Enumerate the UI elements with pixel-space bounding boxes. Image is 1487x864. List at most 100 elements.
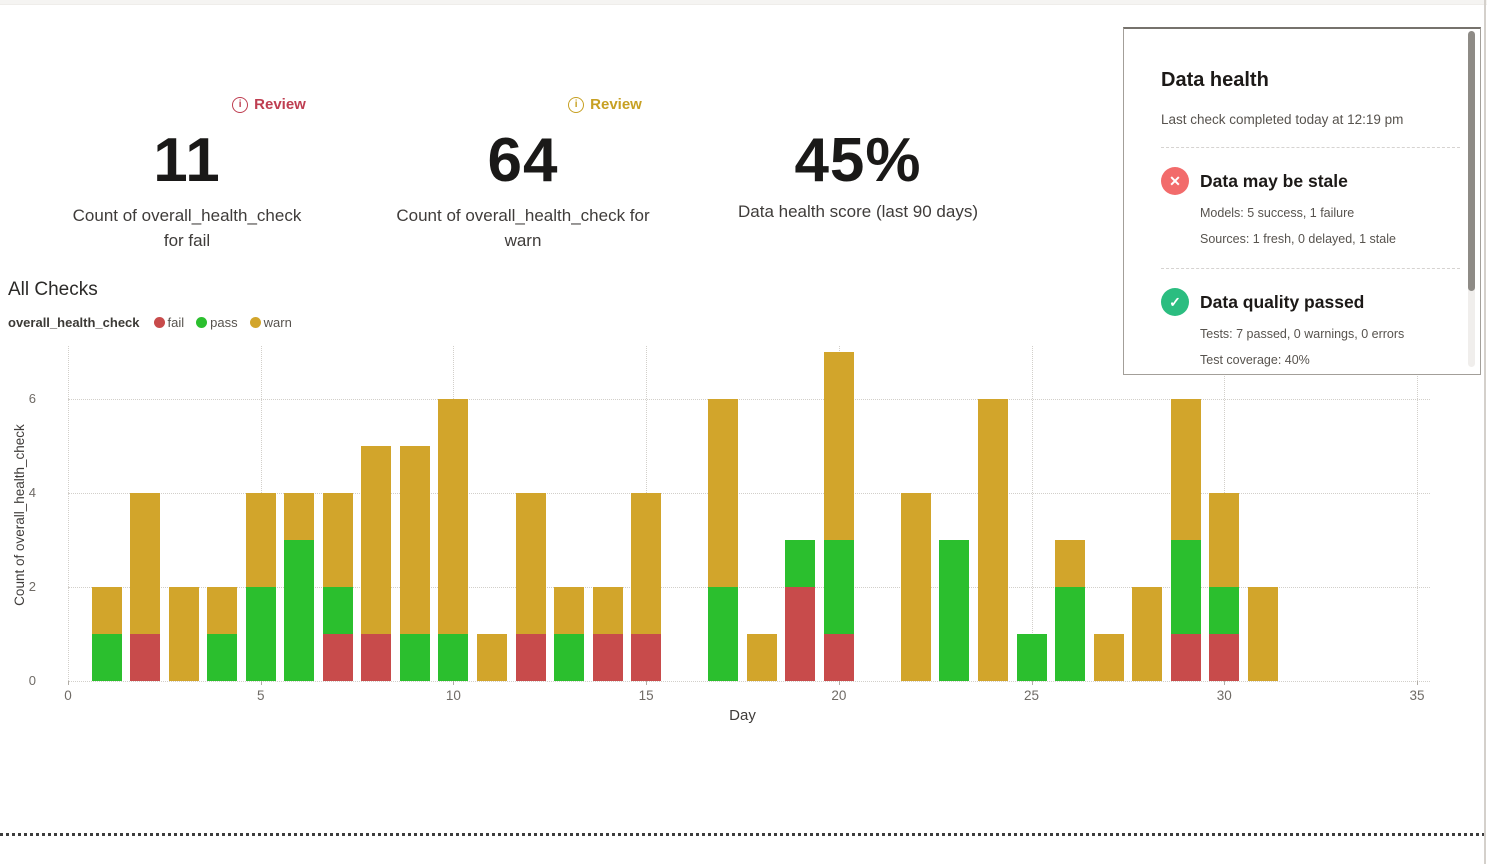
metric-value: 11 <box>153 126 221 195</box>
bar-pass-day-29[interactable] <box>1170 540 1201 634</box>
h-gridline <box>68 587 1430 588</box>
bar-pass-day-17[interactable] <box>708 587 739 681</box>
review-badge[interactable]: i Review <box>568 96 642 113</box>
bar-fail-day-15[interactable] <box>631 634 662 681</box>
review-badge-label: Review <box>590 96 642 113</box>
bar-warn-day-15[interactable] <box>631 493 662 634</box>
x-tick-label: 20 <box>831 688 847 703</box>
bar-pass-day-5[interactable] <box>245 587 276 681</box>
bar-warn-day-10[interactable] <box>438 399 469 634</box>
bar-fail-day-8[interactable] <box>361 634 392 681</box>
bar-fail-day-14[interactable] <box>592 634 623 681</box>
bar-warn-day-11[interactable] <box>476 634 507 681</box>
bar-pass-day-9[interactable] <box>399 634 430 681</box>
bar-pass-day-20[interactable] <box>823 540 854 634</box>
bar-warn-day-18[interactable] <box>746 634 777 681</box>
y-tick-label: 6 <box>28 391 36 406</box>
bar-pass-day-7[interactable] <box>322 587 353 634</box>
health-item-detail: Test coverage: 40% <box>1200 353 1310 367</box>
health-item-detail: Models: 5 success, 1 failure <box>1200 206 1355 220</box>
x-tick-label: 25 <box>1024 688 1040 703</box>
x-tick-label: 5 <box>256 688 265 703</box>
legend-label: warn <box>263 315 292 330</box>
health-item-detail: Tests: 7 passed, 0 warnings, 0 errors <box>1200 327 1405 341</box>
bar-pass-day-30[interactable] <box>1209 587 1240 634</box>
bar-warn-day-6[interactable] <box>284 493 315 540</box>
legend-item-warn[interactable]: warn <box>249 315 292 330</box>
x-tick-label: 35 <box>1409 688 1425 703</box>
axis-tick <box>1031 681 1033 685</box>
bar-warn-day-2[interactable] <box>130 493 161 634</box>
bar-fail-day-20[interactable] <box>823 634 854 681</box>
bar-warn-day-29[interactable] <box>1170 399 1201 540</box>
bar-pass-day-4[interactable] <box>207 634 238 681</box>
bar-warn-day-7[interactable] <box>322 493 353 587</box>
bar-warn-day-13[interactable] <box>554 587 585 634</box>
bar-warn-day-31[interactable] <box>1247 587 1278 681</box>
legend-label: fail <box>167 315 185 330</box>
bar-pass-day-19[interactable] <box>785 540 816 587</box>
bar-warn-day-30[interactable] <box>1209 493 1240 587</box>
x-axis-title: Day <box>729 707 756 724</box>
bar-fail-day-12[interactable] <box>515 634 546 681</box>
legend-item-pass[interactable]: pass <box>196 315 238 330</box>
bar-warn-day-27[interactable] <box>1093 634 1124 681</box>
bar-fail-day-30[interactable] <box>1209 634 1240 681</box>
bar-warn-day-5[interactable] <box>245 493 276 587</box>
bar-warn-day-12[interactable] <box>515 493 546 634</box>
legend-dot <box>196 317 208 328</box>
h-gridline <box>68 493 1430 494</box>
bar-fail-day-2[interactable] <box>130 634 161 681</box>
bottom-dotted-divider <box>0 833 1487 836</box>
bar-warn-day-17[interactable] <box>708 399 739 587</box>
window-right-edge <box>1484 0 1486 864</box>
axis-tick <box>68 681 69 685</box>
x-tick-label: 10 <box>445 688 461 703</box>
metric-card: 45% Data health score (last 90 days) <box>698 96 1018 225</box>
bar-pass-day-1[interactable] <box>91 634 122 681</box>
x-circle-icon: ✕ <box>1161 167 1189 195</box>
bar-pass-day-10[interactable] <box>438 634 469 681</box>
axis-tick <box>646 681 648 685</box>
bar-warn-day-20[interactable] <box>823 352 854 540</box>
bar-warn-day-4[interactable] <box>207 587 238 634</box>
v-gridline <box>1031 346 1033 681</box>
health-item: ✓ Data quality passed Tests: 7 passed, 0 w… <box>1161 288 1460 367</box>
metric-value: 64 <box>487 126 559 195</box>
bar-pass-day-26[interactable] <box>1055 587 1086 681</box>
x-tick-label: 30 <box>1216 688 1232 703</box>
bar-fail-day-19[interactable] <box>785 587 816 681</box>
y-tick-label: 2 <box>28 579 36 594</box>
bar-warn-day-26[interactable] <box>1055 540 1086 587</box>
v-gridline <box>1417 346 1418 681</box>
legend-dot <box>249 317 261 328</box>
bar-fail-day-7[interactable] <box>322 634 353 681</box>
legend-label: pass <box>210 315 238 330</box>
metric-label: Count of overall_health_check for warn <box>396 206 650 250</box>
bar-pass-day-23[interactable] <box>939 540 970 681</box>
v-gridline <box>68 346 69 681</box>
bar-warn-day-24[interactable] <box>978 399 1009 681</box>
axis-tick <box>260 681 262 685</box>
bar-fail-day-29[interactable] <box>1170 634 1201 681</box>
review-badge[interactable]: i Review <box>232 96 306 113</box>
bar-warn-day-14[interactable] <box>592 587 623 634</box>
bar-pass-day-6[interactable] <box>284 540 315 681</box>
section-title: All Checks <box>8 279 98 300</box>
health-item-title: Data may be stale <box>1200 170 1348 191</box>
chart-legend: overall_health_check fail pass warn <box>8 315 292 330</box>
legend-item-fail[interactable]: fail <box>153 315 185 330</box>
bar-warn-day-1[interactable] <box>91 587 122 634</box>
metric-card: i Review 11 Count of overall_health_check f… <box>27 96 347 253</box>
bar-warn-day-28[interactable] <box>1132 587 1163 681</box>
health-item-title: Data quality passed <box>1200 291 1365 312</box>
bar-pass-day-25[interactable] <box>1016 634 1047 681</box>
bar-warn-day-22[interactable] <box>900 493 931 681</box>
divider <box>1161 268 1460 269</box>
health-item: ✕ Data may be stale Models: 5 success, 1 f… <box>1161 167 1460 246</box>
bar-warn-day-3[interactable] <box>168 587 199 681</box>
bar-warn-day-9[interactable] <box>399 446 430 634</box>
bar-warn-day-8[interactable] <box>361 446 392 634</box>
bar-pass-day-13[interactable] <box>554 634 585 681</box>
panel-scrollbar-thumb[interactable] <box>1468 31 1475 291</box>
